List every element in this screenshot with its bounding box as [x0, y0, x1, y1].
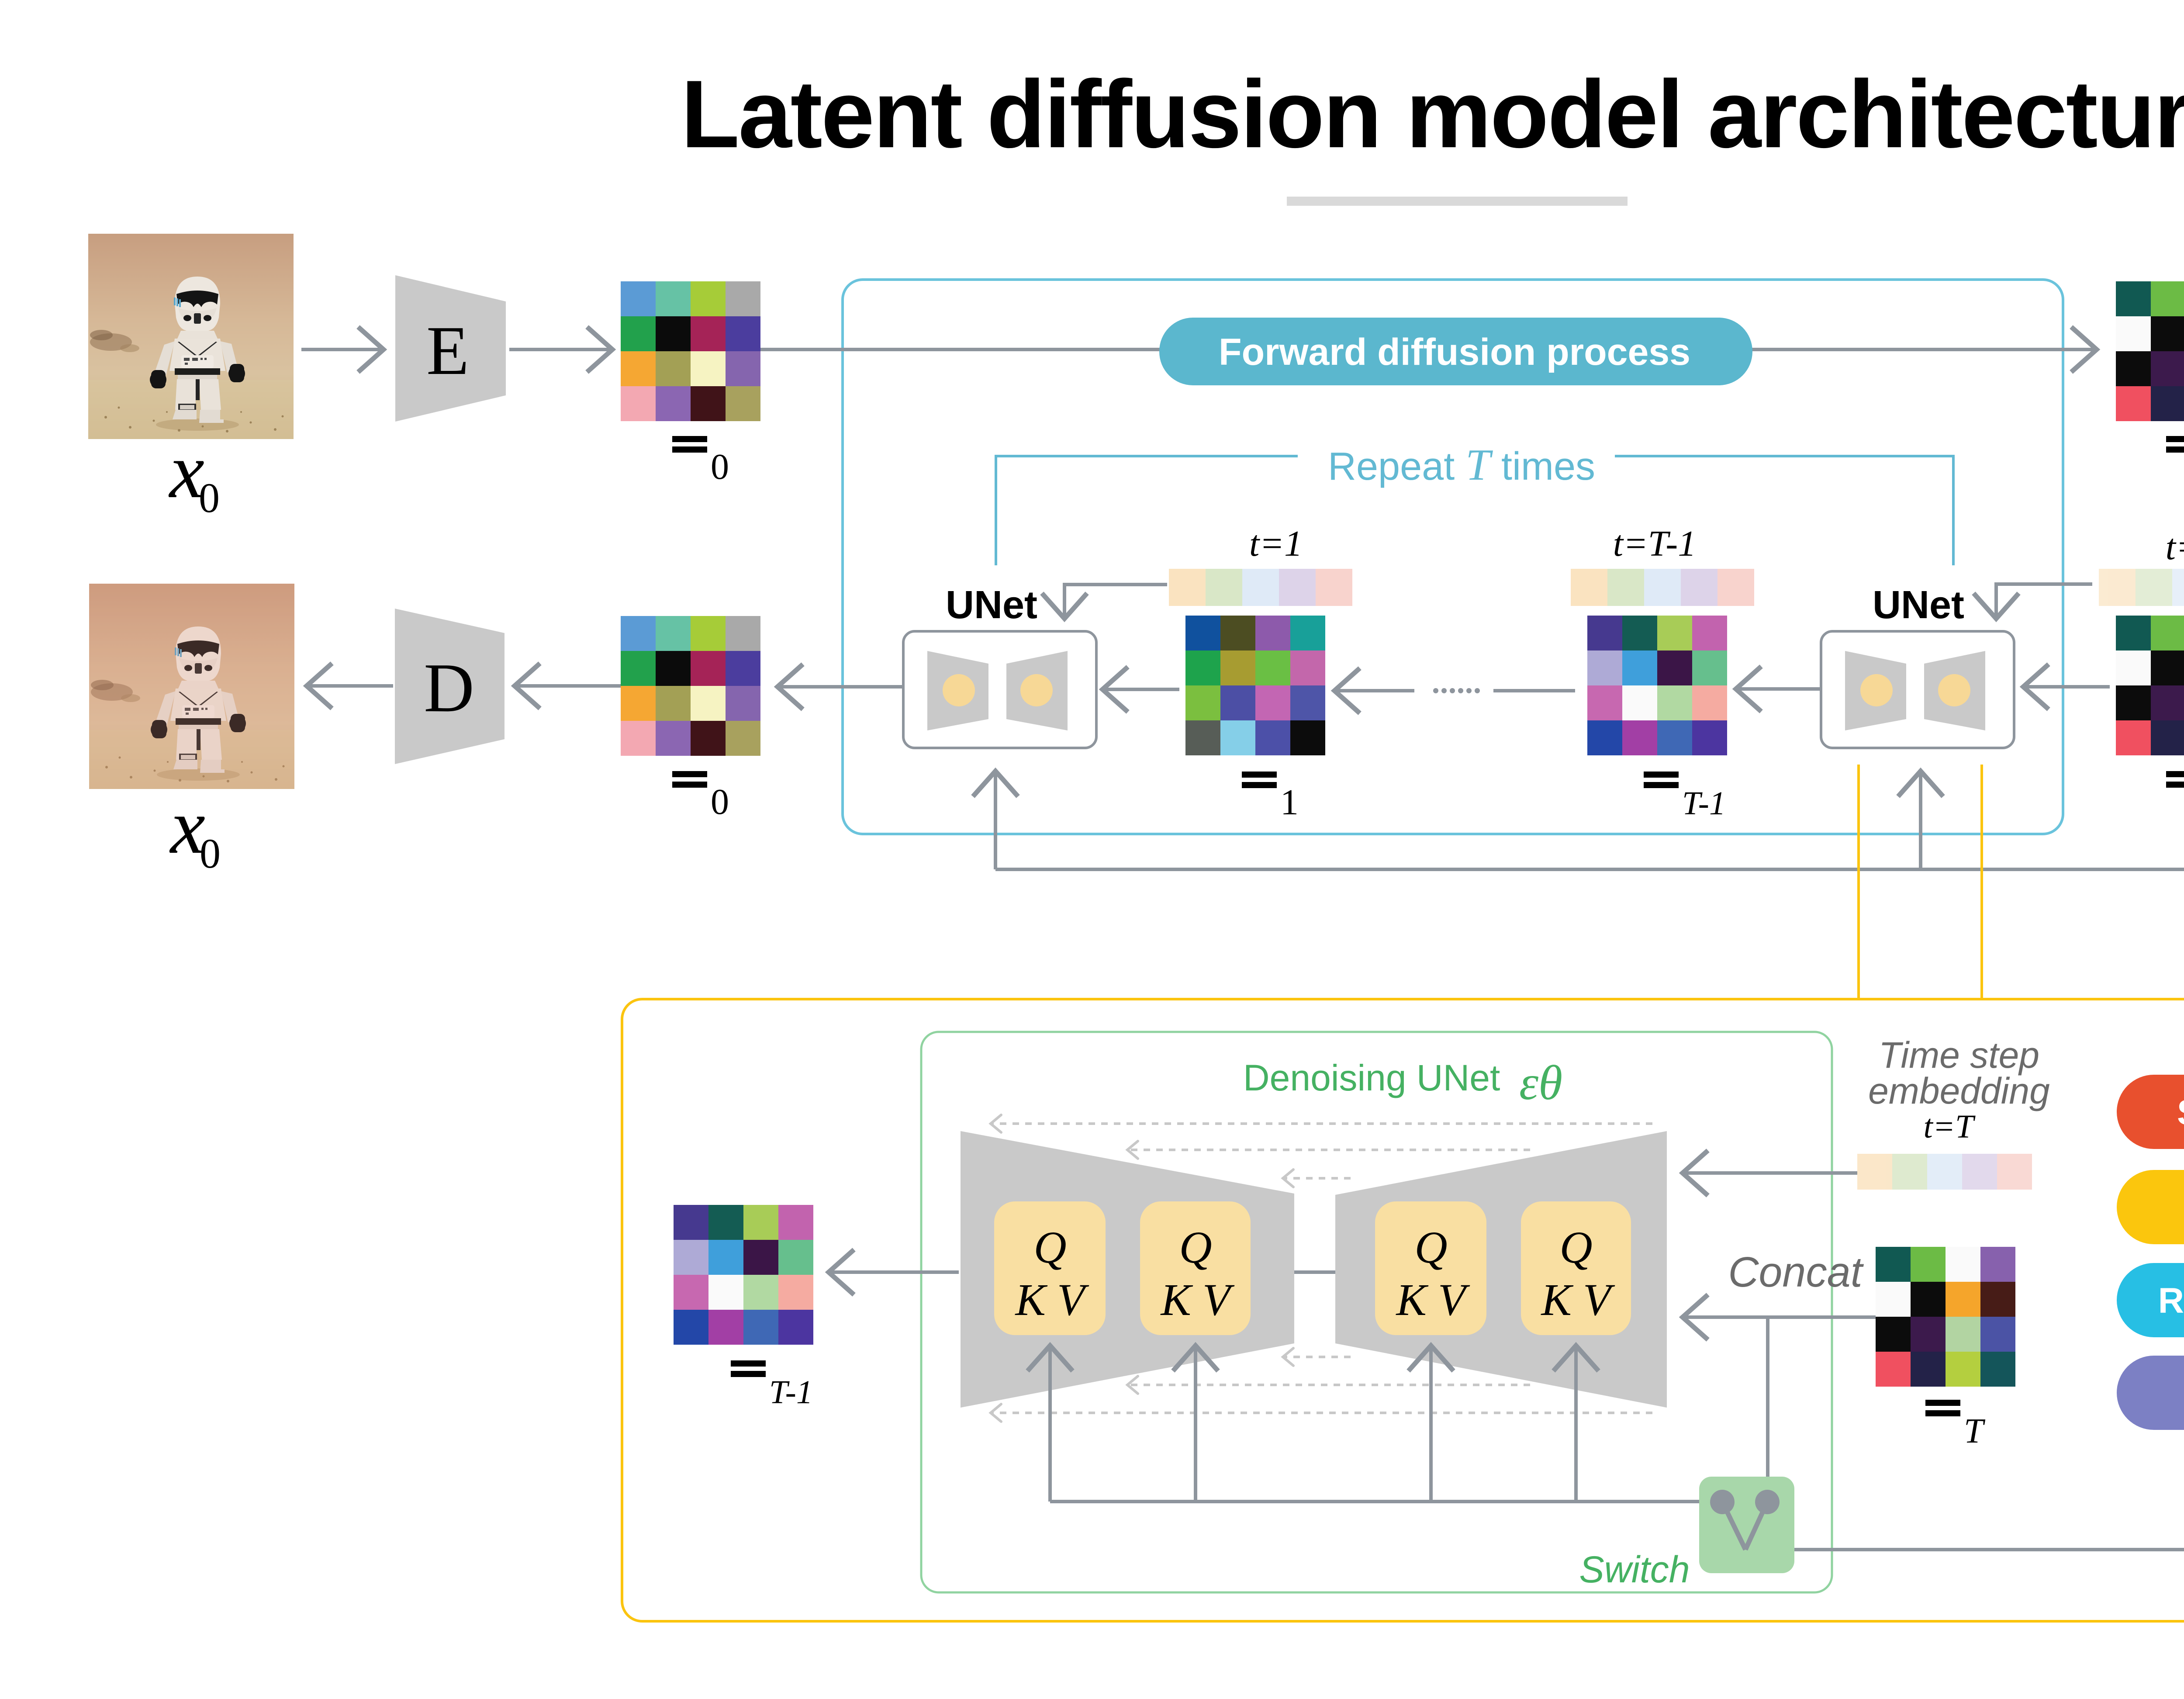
svg-text:T-1: T-1: [769, 1374, 813, 1411]
svg-text:Q: Q: [1179, 1222, 1212, 1273]
svg-text:Q: Q: [1559, 1222, 1592, 1273]
svg-text:K V: K V: [1015, 1275, 1089, 1325]
svg-text:t=T: t=T: [2166, 527, 2184, 567]
svg-text:Denoising UNet: Denoising UNet: [1243, 1057, 1500, 1098]
svg-text:T-1: T-1: [1682, 785, 1726, 822]
svg-text:0: 0: [200, 830, 221, 877]
svg-text:0: 0: [711, 782, 729, 822]
svg-text:UNet: UNet: [946, 583, 1037, 627]
svg-text:εθ: εθ: [1519, 1056, 1562, 1110]
svg-text:0: 0: [711, 446, 729, 487]
svg-text:1: 1: [1280, 782, 1299, 823]
svg-text:t=T: t=T: [1924, 1108, 1976, 1145]
svg-text:Time step: Time step: [1879, 1035, 2039, 1076]
svg-text:D: D: [424, 649, 474, 727]
svg-text:t=1: t=1: [1249, 523, 1303, 564]
svg-text:0: 0: [199, 474, 220, 521]
svg-text:Repeat T times: Repeat T times: [1328, 440, 1595, 490]
svg-text:Q: Q: [1414, 1222, 1447, 1273]
svg-text:Representations: Representations: [2158, 1281, 2184, 1321]
svg-text:E: E: [426, 311, 469, 389]
svg-text:Switch: Switch: [1579, 1549, 1690, 1591]
svg-text:Semantic map: Semantic map: [2177, 1093, 2184, 1132]
svg-text:t=T-1: t=T-1: [1613, 523, 1697, 564]
svg-text:T: T: [1964, 1412, 1986, 1450]
svg-text:embedding: embedding: [1868, 1070, 2050, 1111]
svg-text:Concat: Concat: [1728, 1248, 1864, 1296]
svg-text:Latent diffusion model archite: Latent diffusion model architecture: [681, 60, 2184, 168]
svg-text:Forward diffusion process: Forward diffusion process: [1219, 331, 1690, 373]
svg-text:x: x: [168, 427, 204, 514]
svg-text:K V: K V: [1396, 1275, 1470, 1325]
svg-text:x: x: [169, 783, 205, 870]
svg-text:Q: Q: [1033, 1222, 1066, 1273]
svg-text:UNet: UNet: [1873, 583, 1964, 627]
svg-text:K V: K V: [1541, 1275, 1615, 1325]
svg-text:K V: K V: [1160, 1275, 1235, 1325]
